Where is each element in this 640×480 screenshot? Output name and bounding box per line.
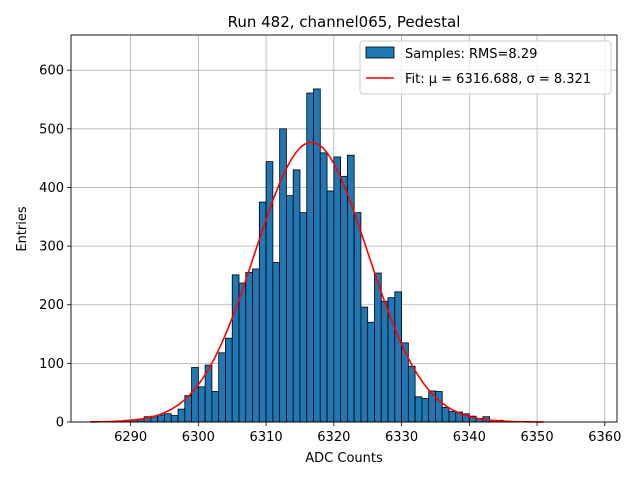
histogram-bar bbox=[394, 291, 402, 423]
histogram-bar bbox=[157, 414, 165, 423]
histogram-bar bbox=[292, 169, 301, 423]
histogram-bar bbox=[387, 297, 396, 423]
histogram-bar bbox=[245, 272, 253, 423]
histogram-bar bbox=[231, 274, 240, 423]
y-axis-ticks: 0 100 200 300 400 500 600 bbox=[39, 64, 71, 431]
y-tick-label: 400 bbox=[39, 181, 64, 196]
histogram-bar bbox=[218, 352, 226, 423]
histogram-bar bbox=[407, 365, 416, 423]
histogram-bar bbox=[313, 88, 321, 423]
histogram-bar bbox=[340, 175, 348, 423]
x-tick-label: 6310 bbox=[250, 430, 283, 445]
histogram-bar bbox=[238, 282, 247, 423]
legend-box bbox=[359, 40, 612, 95]
histogram-bar bbox=[353, 212, 362, 423]
y-tick-label: 0 bbox=[56, 416, 64, 431]
legend-label-samples: Samples: RMS=8.29 bbox=[405, 47, 537, 62]
fit-curve bbox=[89, 141, 544, 423]
x-tick-label: 6290 bbox=[114, 430, 147, 445]
histogram-bar bbox=[164, 413, 172, 423]
x-tick-label: 6330 bbox=[385, 430, 418, 445]
y-tick-label: 600 bbox=[39, 64, 64, 79]
legend-swatch-samples bbox=[365, 46, 395, 59]
x-tick-label: 6360 bbox=[588, 430, 621, 445]
histogram-bar bbox=[414, 396, 423, 423]
y-axis-label: Entries bbox=[15, 206, 30, 252]
histogram-bar bbox=[170, 415, 179, 423]
y-tick-label: 100 bbox=[39, 357, 64, 372]
histogram-bar bbox=[448, 411, 457, 423]
histogram-bar bbox=[319, 152, 328, 423]
plot-frame bbox=[70, 34, 618, 423]
histogram-bar bbox=[380, 300, 389, 423]
histogram-bar bbox=[360, 306, 369, 423]
histogram-bar bbox=[191, 367, 199, 423]
histogram-bar bbox=[435, 391, 443, 423]
x-tick-label: 6320 bbox=[317, 430, 350, 445]
x-tick-label: 6340 bbox=[453, 430, 486, 445]
histogram-bar bbox=[252, 268, 260, 423]
histogram-bar bbox=[177, 408, 186, 423]
histogram-bar bbox=[421, 398, 430, 423]
x-tick-label: 6350 bbox=[521, 430, 554, 445]
histogram-bar bbox=[225, 337, 233, 423]
histogram-bar bbox=[441, 406, 450, 423]
histogram-bar bbox=[197, 386, 206, 423]
x-axis-ticks: 6290 6300 6310 6320 6330 6340 6350 6360 bbox=[114, 422, 621, 445]
y-tick-label: 200 bbox=[39, 298, 64, 313]
x-axis-label: ADC Counts bbox=[305, 451, 383, 466]
histogram-bar bbox=[279, 128, 287, 423]
y-tick-label: 300 bbox=[39, 240, 64, 255]
legend-label-fit: Fit: μ = 6316.688, σ = 8.321 bbox=[405, 72, 591, 87]
legend: Samples: RMS=8.29 Fit: μ = 6316.688, σ =… bbox=[359, 40, 612, 95]
histogram-bar bbox=[374, 272, 382, 423]
histogram-bar bbox=[326, 190, 335, 423]
histogram-bar bbox=[367, 321, 375, 423]
histogram-bar bbox=[286, 195, 294, 423]
histogram-bar bbox=[299, 212, 308, 423]
chart-title: Run 482, channel065, Pedestal bbox=[228, 13, 461, 31]
x-tick-label: 6300 bbox=[182, 430, 215, 445]
histogram-bar bbox=[333, 156, 342, 423]
histogram-bar bbox=[265, 161, 274, 423]
histogram-bars bbox=[109, 88, 518, 423]
histogram-bar bbox=[272, 262, 281, 423]
y-tick-label: 500 bbox=[39, 122, 64, 137]
histogram-bar bbox=[211, 391, 220, 423]
